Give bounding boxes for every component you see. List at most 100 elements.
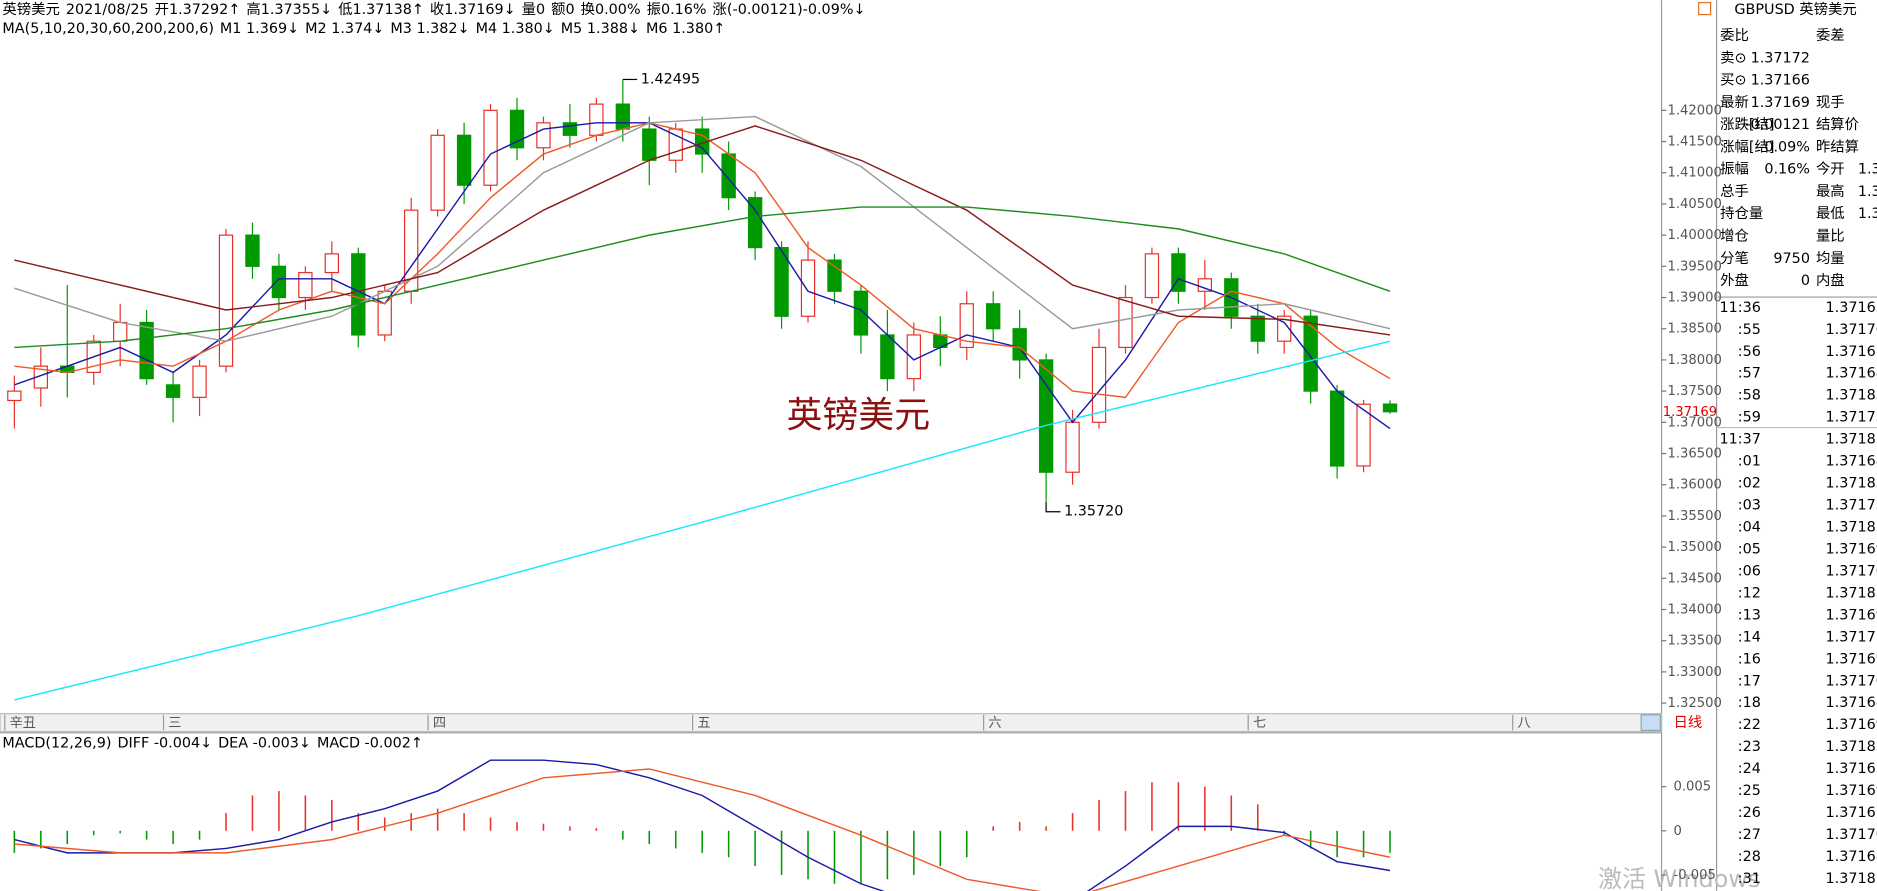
x-tick-label: 辛丑 <box>10 715 36 731</box>
legend-text: 换0.00% <box>581 1 641 18</box>
candle-body <box>324 253 340 274</box>
candle-body <box>483 109 498 186</box>
tick-price: 1.37185 <box>1826 476 1877 492</box>
candle-body <box>1329 390 1345 467</box>
candle-body <box>536 122 551 149</box>
y-tick-label: 1.39000 <box>1668 291 1722 306</box>
tick-price: 1.37165 <box>1826 761 1877 777</box>
y-tick-label: 1.41500 <box>1668 135 1722 150</box>
tick-price: 1.37169 <box>1826 651 1877 667</box>
watermark: 英镑美元 <box>786 395 930 436</box>
y-tick-label: 1.39500 <box>1668 259 1722 274</box>
legend-text: M5 1.388↓ <box>561 21 640 37</box>
candle-body <box>1303 315 1318 392</box>
quote-cell: 外盘 <box>1720 271 1749 289</box>
candle-body <box>1277 315 1292 342</box>
tick-time: 11:37 <box>1719 432 1760 448</box>
period-button[interactable]: 日线 <box>1673 714 1702 731</box>
window-icon[interactable] <box>1698 1 1712 16</box>
tick-time: :13 <box>1738 607 1761 623</box>
annotation: 1.35720 <box>1064 504 1123 520</box>
x-tick-label: 七 <box>1253 715 1266 731</box>
candle-body <box>800 259 816 317</box>
candle-body <box>271 265 287 299</box>
tick-price: 1.37167 <box>1826 805 1877 821</box>
candle-body <box>747 197 763 249</box>
y-tick-label: -0.005 <box>1673 868 1715 883</box>
tick-time: :24 <box>1738 761 1761 777</box>
y-tick-label: 1.36500 <box>1668 447 1722 462</box>
tick-price: 1.37168 <box>1826 695 1877 711</box>
last-price: 1.37169 <box>1663 405 1717 420</box>
quote-cell: 增仓 <box>1720 227 1749 244</box>
y-tick-label: 1.34500 <box>1668 571 1722 586</box>
candle-body <box>1382 403 1398 413</box>
y-tick-label: 1.38000 <box>1668 353 1722 368</box>
quote-cell: 1.3 <box>1858 206 1877 222</box>
quote-cell: 1.3 <box>1858 184 1877 200</box>
quote-cell: 现手 <box>1816 94 1845 111</box>
quote-cell: 最低 <box>1816 205 1845 222</box>
legend-text: 英镑美元 <box>2 0 59 18</box>
y-tick-label: 1.35000 <box>1668 540 1722 555</box>
ma-line <box>14 115 1391 342</box>
tick-time: :18 <box>1738 695 1761 711</box>
tick-time: :55 <box>1738 322 1761 338</box>
x-tick-label: 三 <box>168 716 181 731</box>
quote-cell: 分笔 <box>1720 250 1749 267</box>
candle-body <box>33 365 49 389</box>
candle-body <box>113 321 128 342</box>
quote-cell: 委比 <box>1720 27 1749 44</box>
quote-cell: 1.37172 <box>1751 50 1810 66</box>
legend-text: M3 1.382↓ <box>390 21 469 37</box>
tick-time: :22 <box>1738 717 1761 733</box>
quote-cell: 持仓量 <box>1720 205 1763 222</box>
quote-cell: 均量 <box>1816 250 1845 267</box>
tick-price: 1.37170 <box>1826 563 1877 579</box>
x-tick-label: 六 <box>988 715 1001 731</box>
candle-body <box>615 103 631 130</box>
legend-text: DIFF -0.004↓ <box>117 736 212 752</box>
quote-cell: 委差 <box>1816 27 1845 44</box>
quote-cell: 1.3 <box>1858 162 1877 178</box>
macd-line <box>14 768 1391 891</box>
legend-text: 量0 <box>522 2 546 18</box>
candle-body <box>906 334 922 380</box>
candle-body <box>165 384 181 398</box>
candle-body <box>880 334 895 380</box>
scroll-button[interactable] <box>1640 714 1661 732</box>
tick-price: 1.37170 <box>1826 673 1877 689</box>
panel-title: GBPUSD 英镑美元 <box>1734 0 1856 18</box>
tick-price: 1.37165 <box>1826 300 1877 316</box>
tick-time: :06 <box>1738 563 1761 579</box>
candle-body <box>1144 253 1160 299</box>
candle-body <box>721 153 736 199</box>
x-tick-label: 四 <box>433 716 446 731</box>
tick-time: :02 <box>1738 476 1761 492</box>
tick-price: 1.37185 <box>1826 739 1877 755</box>
legend-text: MACD -0.002↑ <box>317 736 423 752</box>
tick-price: 1.37168 <box>1826 366 1877 382</box>
candle-body <box>1118 296 1133 349</box>
candle-body <box>589 103 604 136</box>
candle-body <box>1012 328 1027 361</box>
candle-body <box>774 247 789 317</box>
candle-body <box>245 234 260 267</box>
x-tick-label: 八 <box>1518 716 1531 731</box>
candle-body <box>986 303 1001 330</box>
quote-cell: -0.09% <box>1759 139 1810 155</box>
legend-text: 收1.37169↓ <box>430 1 516 18</box>
tick-time: :17 <box>1738 673 1761 689</box>
candle-body <box>192 365 207 398</box>
y-tick-label: 1.42000 <box>1668 103 1722 118</box>
tick-time: :26 <box>1738 805 1761 821</box>
quote-cell: 1.37169 <box>1751 95 1810 111</box>
candle-body <box>139 321 154 380</box>
quote-cell: 昨结算 <box>1816 138 1859 155</box>
os-watermark: 激活 Windows <box>1598 865 1760 891</box>
quote-cell: 涨跌[结] <box>1720 116 1774 133</box>
y-tick-label: 1.38500 <box>1668 322 1722 337</box>
